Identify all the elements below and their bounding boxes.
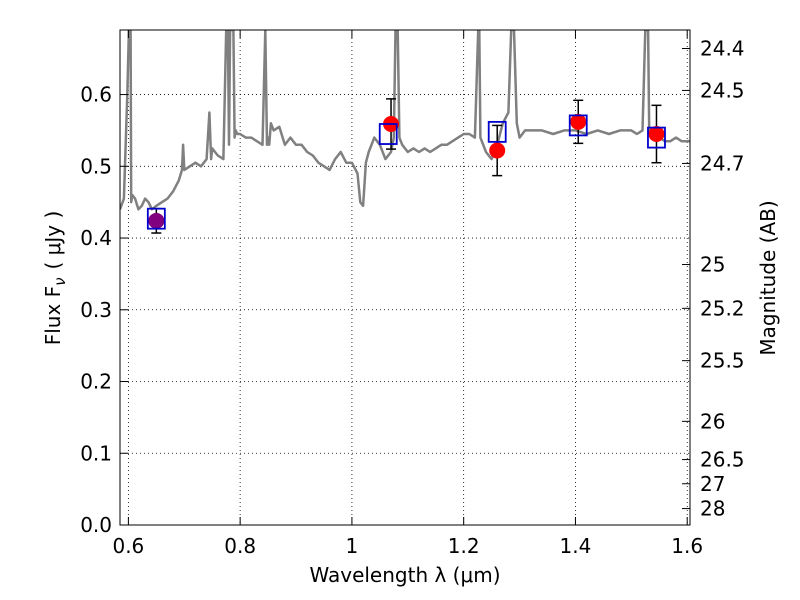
y-axis-label-main: Flux F	[41, 286, 65, 345]
right-tick-label: 25.2	[700, 296, 745, 320]
y-tick-label: 0.6	[80, 83, 112, 107]
right-tick-label: 27	[700, 472, 725, 496]
data-point-circle	[570, 113, 587, 130]
x-tick-label: 1.6	[671, 534, 703, 558]
y-axis-label-unit: ( μJy )	[41, 211, 65, 270]
ticks	[120, 30, 690, 526]
data-point-circle	[648, 126, 665, 143]
spectrum-layer	[120, 30, 690, 211]
y-tick-label: 0.5	[80, 154, 112, 178]
right-tick-label: 24.4	[700, 37, 745, 61]
x-tick-label: 1	[346, 534, 359, 558]
y-axis-label: Flux Fν ( μJy )	[41, 211, 69, 346]
tick-labels: 0.6 0.8 1 1.2 1.4 1.6 0.0 0.1 0.2 0.3 0.4 0.5 0.6 24.…	[80, 37, 744, 558]
x-tick-label: 1.2	[448, 534, 480, 558]
right-tick-label: 25.5	[700, 349, 745, 373]
right-tick-label: 24.5	[700, 78, 745, 102]
data-point-square	[647, 126, 666, 149]
y-tick-label: 0.0	[80, 513, 112, 537]
right-tick-label: 26.5	[700, 448, 745, 472]
points-layer	[146, 98, 666, 234]
right-tick-label: 26	[700, 409, 725, 433]
x-axis-label: Wavelength λ (μm)	[309, 563, 500, 587]
data-point-circle	[148, 212, 165, 229]
data-point-square	[146, 207, 166, 230]
right-axis-label: Magnitude (AB)	[756, 200, 780, 355]
x-tick-label: 1.4	[560, 534, 592, 558]
x-tick-label: 0.6	[112, 534, 144, 558]
y-tick-label: 0.1	[80, 441, 112, 465]
right-tick-label: 24.7	[700, 151, 745, 175]
y-axis-label-subscript: ν	[51, 277, 69, 285]
x-tick-label: 0.8	[224, 534, 256, 558]
data-point-square	[487, 120, 507, 143]
spectrum-line	[120, 30, 690, 211]
right-tick-label: 25	[700, 253, 725, 277]
data-point-circle	[489, 142, 506, 159]
y-tick-label: 0.2	[80, 370, 112, 394]
y-tick-label: 0.3	[80, 298, 112, 322]
data-point-square	[568, 114, 588, 137]
right-tick-label: 28	[700, 497, 725, 521]
data-point-square	[378, 123, 398, 145]
plot-frame	[119, 29, 691, 526]
y-tick-label: 0.4	[80, 226, 112, 250]
